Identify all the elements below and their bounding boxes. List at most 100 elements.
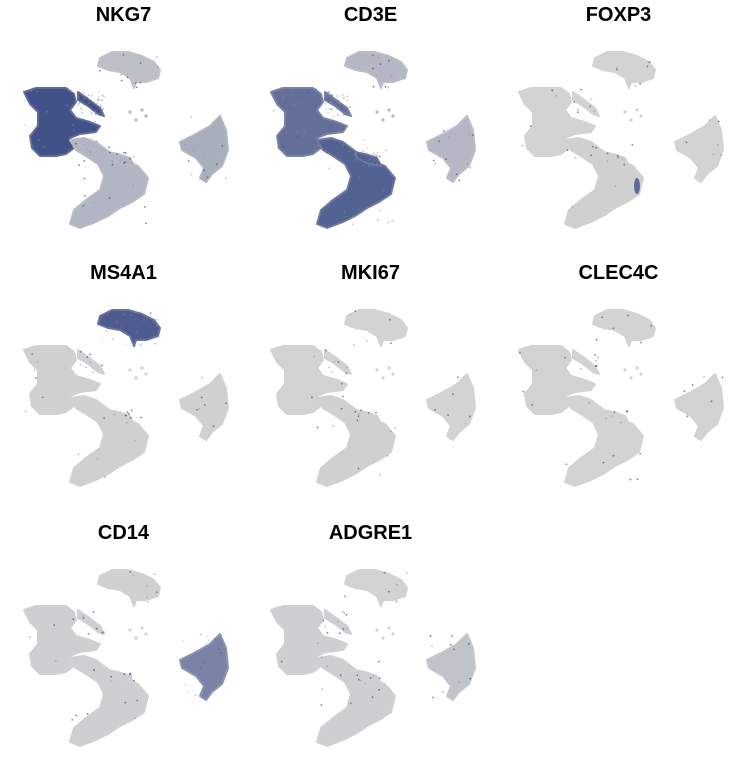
cell-point	[200, 177, 203, 180]
cell-point	[336, 620, 339, 623]
cell-point	[140, 416, 142, 419]
cell-point	[565, 463, 568, 466]
cell-point	[627, 314, 629, 317]
cell-point	[362, 139, 365, 142]
cluster-blob-point	[140, 108, 144, 112]
cell-point	[363, 159, 366, 162]
cell-point	[619, 421, 622, 424]
cell-point	[94, 120, 96, 123]
cell-point	[155, 591, 158, 594]
cell-point	[368, 154, 371, 157]
cell-point	[157, 66, 159, 69]
cell-point	[365, 340, 368, 342]
panel-title: CD14	[97, 522, 150, 544]
cell-point	[134, 82, 137, 84]
panel-title: CD3E	[343, 4, 398, 26]
cell-point	[566, 149, 569, 151]
cell-point	[390, 342, 392, 344]
cell-point	[100, 99, 103, 102]
cell-point	[606, 160, 609, 163]
cell-point	[54, 91, 57, 94]
cluster-b-cell	[592, 309, 656, 347]
cell-point	[340, 407, 343, 410]
cell-point	[35, 93, 38, 96]
cell-point	[146, 601, 149, 603]
cell-point	[340, 108, 343, 110]
cell-point	[272, 109, 275, 112]
cell-point	[442, 690, 444, 693]
cell-point	[377, 161, 379, 164]
cell-point	[590, 154, 593, 157]
cell-point	[134, 440, 136, 442]
cell-point	[334, 152, 337, 155]
cell-point	[203, 169, 206, 172]
cell-point	[153, 335, 156, 338]
cell-point	[92, 611, 95, 614]
cell-point	[371, 162, 374, 164]
cell-point	[187, 160, 190, 162]
cell-point	[683, 390, 686, 392]
cell-point	[576, 111, 579, 114]
cell-point	[103, 95, 105, 98]
cell-point	[342, 143, 345, 146]
cell-point	[336, 113, 339, 116]
cell-point	[119, 313, 122, 315]
cell-point	[326, 631, 329, 634]
cell-point	[215, 163, 218, 166]
cell-point	[613, 411, 616, 413]
cell-point	[91, 112, 93, 115]
cell-point	[378, 688, 380, 691]
cell-point	[86, 96, 89, 99]
cell-point	[387, 221, 390, 224]
cell-point	[648, 61, 651, 64]
cell-point	[97, 98, 100, 100]
cell-point	[155, 318, 158, 321]
cell-point	[134, 344, 137, 347]
cell-point	[616, 68, 618, 71]
cell-point	[636, 478, 639, 481]
cluster-blob-point	[375, 628, 379, 632]
cell-point	[105, 329, 107, 332]
cell-point	[155, 56, 158, 59]
cell-point	[316, 642, 319, 645]
cell-point	[612, 327, 615, 330]
cell-point	[531, 404, 534, 406]
cell-point	[202, 661, 205, 664]
cell-point	[535, 369, 538, 371]
cell-point	[372, 54, 374, 57]
cell-point	[36, 113, 39, 115]
cell-point	[349, 313, 352, 316]
cell-point	[372, 154, 375, 157]
cell-point	[395, 600, 398, 603]
cluster-blob-point	[128, 368, 132, 372]
feature-panel: CD14	[0, 518, 247, 776]
cell-point	[122, 162, 125, 165]
cell-point	[342, 395, 344, 398]
cell-point	[141, 342, 144, 345]
cell-point	[103, 417, 105, 420]
cell-point	[330, 93, 332, 96]
cell-point	[345, 613, 348, 616]
cluster-thin1	[324, 91, 352, 117]
cell-point	[445, 158, 447, 161]
cell-point	[124, 161, 126, 164]
cell-point	[712, 153, 715, 156]
cell-point	[386, 454, 389, 457]
cell-point	[703, 376, 705, 378]
umap-scatter	[23, 309, 229, 487]
cell-point	[342, 627, 345, 630]
cell-point	[403, 76, 406, 79]
cell-point	[209, 642, 211, 645]
umap-scatter	[23, 51, 229, 229]
cell-point	[78, 102, 81, 105]
cell-point	[616, 154, 619, 157]
cell-point	[345, 126, 348, 129]
cell-point	[89, 361, 91, 363]
cell-point	[354, 154, 356, 157]
cell-point	[685, 141, 688, 144]
cell-point	[126, 411, 129, 414]
cell-point	[691, 384, 694, 386]
cell-point	[366, 151, 368, 154]
cell-point	[344, 595, 347, 598]
cluster-nk-main	[270, 605, 348, 675]
